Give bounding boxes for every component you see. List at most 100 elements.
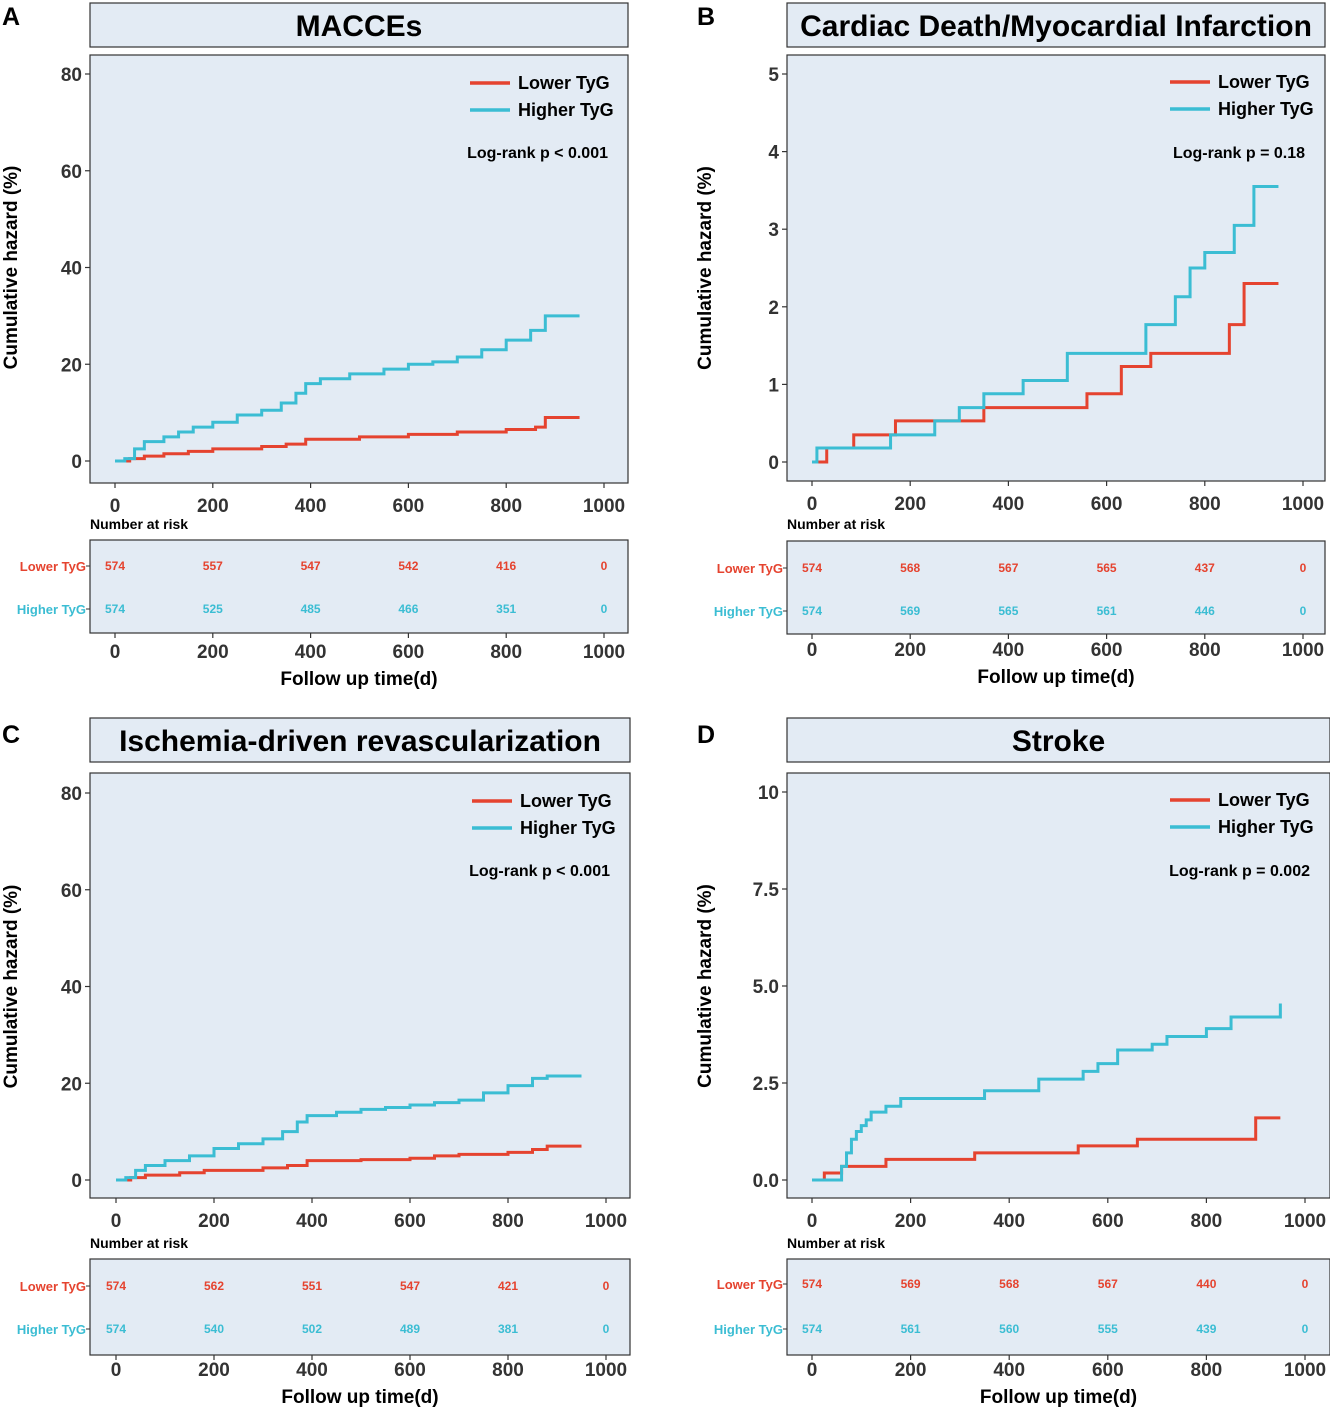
series-lower-tyg [115,415,580,463]
y-axis-label: Cumulative hazard (%) [1,166,22,370]
risk-x-tick-label: 400 [993,1360,1025,1381]
risk-count: 0 [1300,604,1307,618]
plot-area [786,54,1326,482]
chart-title: MACCEs [296,10,423,43]
chart-title-box [89,717,631,763]
chart-title-box [786,717,1330,763]
risk-x-tick-label: 400 [295,642,327,663]
x-axis-label: Follow up time(d) [980,1387,1137,1408]
risk-count: 565 [998,604,1018,618]
y-tick-label: 0 [768,453,779,474]
risk-label-lower: Lower TyG [717,1277,783,1292]
risk-x-tick-label: 0 [807,640,818,661]
km-chart-d: D Stroke 0.0 2.5 5.0 7.5 10 0 200 400 600 800 1000 Cu… [695,717,1330,1408]
y-tick-label: 0 [71,1171,82,1192]
y-axis-label: Cumulative hazard (%) [695,884,716,1088]
risk-x-tick-label: 600 [1091,640,1123,661]
y-tick-label: 80 [61,65,82,86]
risk-count: 574 [106,1279,126,1293]
series-higher-tyg [115,314,580,463]
y-tick-label: 40 [61,259,82,280]
x-tick-label: 1000 [1284,1211,1326,1232]
x-tick-label: 1000 [585,1211,627,1232]
log-rank-p-value: Log-rank p = 0.18 [1173,145,1305,162]
km-chart-b: B Cardiac Death/Myocardial Infarction 0 1 2 3… [695,2,1326,688]
risk-table-box [89,1258,631,1356]
y-tick-label: 0.0 [753,1171,779,1192]
x-tick-label: 400 [993,494,1025,515]
y-tick-label: 2 [768,298,779,319]
risk-x-tick-label: 600 [1092,1360,1124,1381]
number-at-risk-title: Number at risk [90,516,188,532]
risk-count: 568 [900,561,920,575]
log-rank-p-value: Log-rank p < 0.001 [467,145,608,162]
risk-label-lower: Lower TyG [20,559,86,574]
risk-count: 561 [901,1322,921,1336]
risk-count: 567 [998,561,1018,575]
x-tick-label: 0 [110,496,121,517]
y-tick-label: 20 [61,1074,82,1095]
risk-count: 0 [1302,1322,1309,1336]
risk-x-tick-label: 800 [492,1360,524,1381]
panel-B: B Cardiac Death/Myocardial Infarction 0 1 2 3… [695,0,1330,704]
risk-count: 547 [400,1279,420,1293]
series-lower-tyg [116,1144,582,1182]
risk-count: 0 [603,1279,610,1293]
risk-count: 561 [1097,604,1117,618]
x-tick-label: 200 [197,496,229,517]
risk-count: 540 [204,1322,224,1336]
legend-lower-tyg: Lower TyG [518,73,610,93]
x-tick-label: 600 [1091,494,1123,515]
risk-count: 421 [498,1279,518,1293]
log-rank-p-value: Log-rank p < 0.001 [469,863,610,880]
x-tick-label: 200 [895,1211,927,1232]
risk-label-lower: Lower TyG [717,561,783,576]
risk-count: 0 [1302,1277,1309,1291]
risk-label-higher: Higher TyG [17,602,86,617]
risk-label-higher: Higher TyG [714,604,783,619]
panel-A: A MACCEs 0 20 40 60 80 0 200 400 600 800 1000 Cumulat… [0,0,665,704]
panel-letter: D [697,721,715,749]
chart-title: Stroke [1012,725,1105,758]
x-tick-label: 400 [296,1211,328,1232]
series-higher-tyg [812,1003,1282,1182]
risk-label-higher: Higher TyG [714,1322,783,1337]
risk-count: 525 [203,602,223,616]
risk-count: 555 [1098,1322,1118,1336]
risk-label-lower: Lower TyG [20,1279,86,1294]
x-tick-label: 400 [993,1211,1025,1232]
risk-x-tick-label: 800 [1191,1360,1223,1381]
risk-count: 557 [203,559,223,573]
x-tick-label: 0 [807,494,818,515]
x-tick-label: 1000 [583,496,625,517]
risk-x-tick-label: 200 [895,1360,927,1381]
risk-count: 440 [1196,1277,1216,1291]
series-lower-tyg [812,282,1279,464]
y-tick-label: 5.0 [753,977,779,998]
risk-count: 574 [802,561,822,575]
y-tick-label: 1 [768,375,779,396]
y-tick-label: 2.5 [753,1074,780,1095]
risk-x-tick-label: 400 [296,1360,328,1381]
panel-D: D Stroke 0.0 2.5 5.0 7.5 10 0 200 400 600 800 1000 Cu… [695,717,1330,1422]
risk-count: 351 [496,602,516,616]
x-tick-label: 0 [111,1211,122,1232]
risk-count: 542 [398,559,418,573]
risk-count: 416 [496,559,516,573]
y-axis-label: Cumulative hazard (%) [1,885,22,1089]
x-tick-label: 800 [1191,1211,1223,1232]
risk-x-tick-label: 1000 [1282,640,1324,661]
y-tick-label: 4 [768,143,779,164]
risk-x-tick-label: 400 [993,640,1025,661]
log-rank-p-value: Log-rank p = 0.002 [1169,863,1310,880]
x-tick-label: 200 [894,494,926,515]
x-axis-label: Follow up time(d) [281,1387,438,1408]
y-tick-label: 60 [61,162,82,183]
risk-count: 437 [1195,561,1215,575]
x-tick-label: 800 [492,1211,524,1232]
risk-x-tick-label: 0 [111,1360,122,1381]
risk-count: 0 [603,1322,610,1336]
x-axis-label: Follow up time(d) [280,669,437,690]
risk-count: 551 [302,1279,322,1293]
risk-count: 568 [999,1277,1019,1291]
